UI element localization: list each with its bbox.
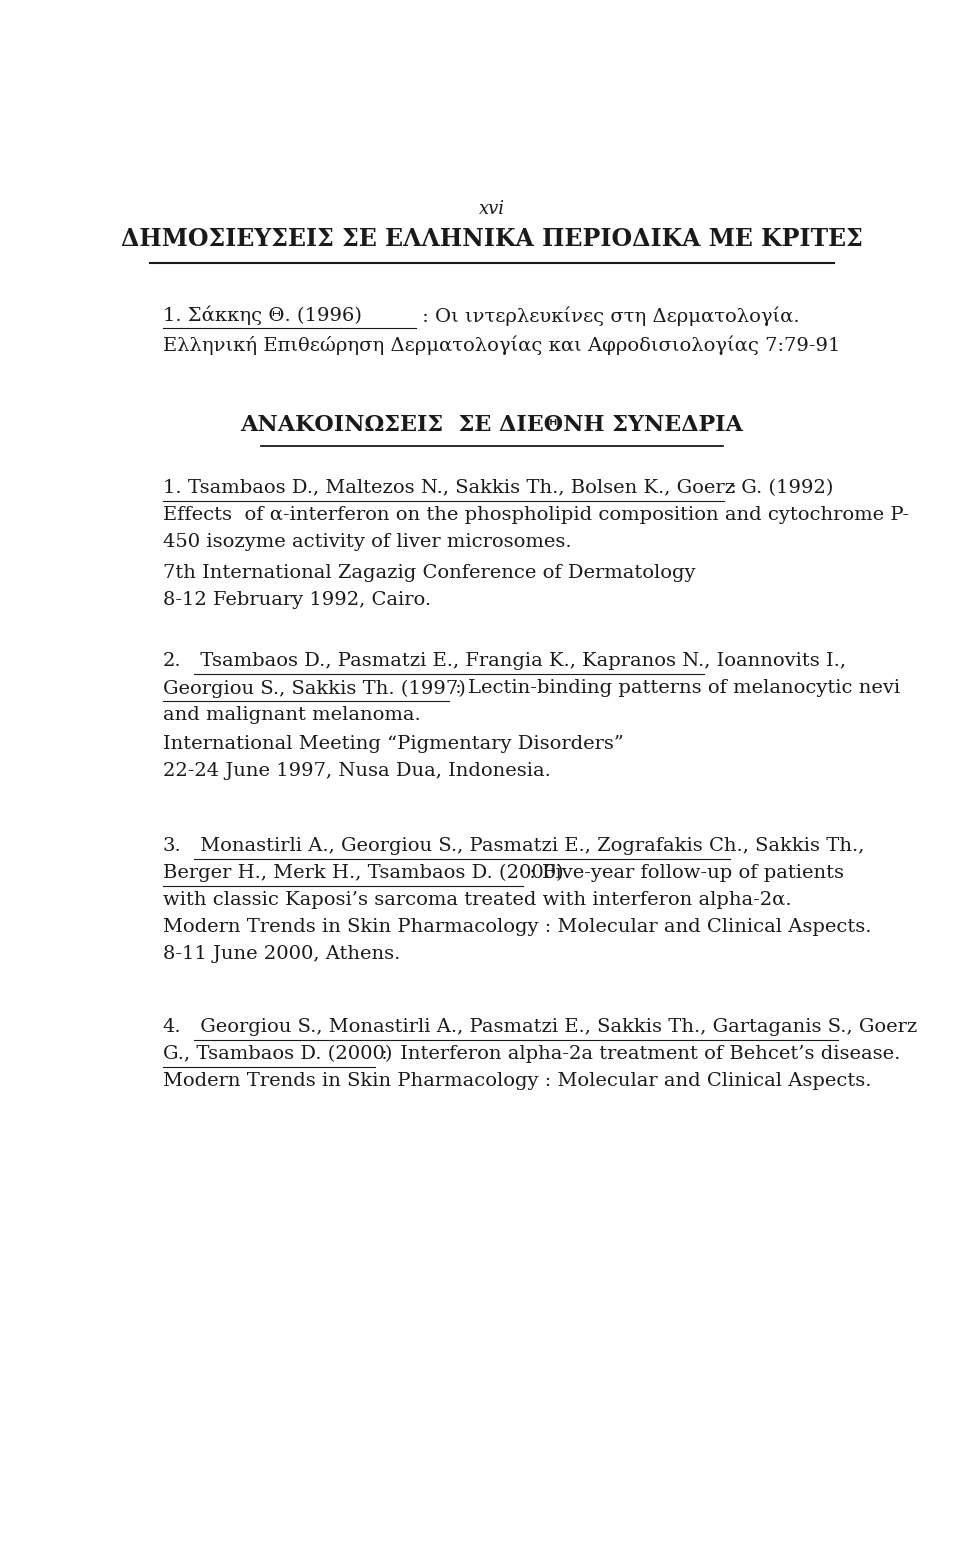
Text: 7th International Zagazig Conference of Dermatology: 7th International Zagazig Conference of …: [162, 564, 695, 582]
Text: 1. Tsambaos D., Maltezos N., Sakkis Th., Bolsen K., Goerz G. (1992): 1. Tsambaos D., Maltezos N., Sakkis Th.,…: [162, 479, 833, 498]
Text: with classic Kaposi’s sarcoma treated with interferon alpha-2α.: with classic Kaposi’s sarcoma treated wi…: [162, 891, 791, 910]
Text: Georgiou S., Monastirli A., Pasmatzi E., Sakkis Th., Gartaganis S., Goerz: Georgiou S., Monastirli A., Pasmatzi E.,…: [194, 1019, 917, 1036]
Text: ΑΝΑΚΟΙΝΩΣΕΙΣ  ΣΕ ΔΙΕΘΝΗ ΣΥΝΕΔΡΙΑ: ΑΝΑΚΟΙΝΩΣΕΙΣ ΣΕ ΔΙΕΘΝΗ ΣΥΝΕΔΡΙΑ: [241, 414, 743, 435]
Text: 450 isozyme activity of liver microsomes.: 450 isozyme activity of liver microsomes…: [162, 533, 571, 550]
Text: 2.: 2.: [162, 653, 181, 670]
Text: : Οι ιντερλευκίνες στη Δερματολογία.: : Οι ιντερλευκίνες στη Δερματολογία.: [416, 306, 800, 325]
Text: 8-12 February 1992, Cairo.: 8-12 February 1992, Cairo.: [162, 591, 431, 610]
Text: 8-11 June 2000, Athens.: 8-11 June 2000, Athens.: [162, 945, 400, 963]
Text: and malignant melanoma.: and malignant melanoma.: [162, 706, 420, 725]
Text: : Lectin-binding patterns of melanocytic nevi: : Lectin-binding patterns of melanocytic…: [449, 680, 900, 697]
Text: 22-24 June 1997, Nusa Dua, Indonesia.: 22-24 June 1997, Nusa Dua, Indonesia.: [162, 762, 550, 779]
Text: Berger H., Merk H., Tsambaos D. (2000): Berger H., Merk H., Tsambaos D. (2000): [162, 865, 564, 882]
Text: Monastirli A., Georgiou S., Pasmatzi E., Zografakis Ch., Sakkis Th.,: Monastirli A., Georgiou S., Pasmatzi E.,…: [194, 837, 864, 855]
Text: G., Tsambaos D. (2000): G., Tsambaos D. (2000): [162, 1045, 392, 1064]
Text: Effects  of α-interferon on the phospholipid composition and cytochrome P-: Effects of α-interferon on the phospholi…: [162, 505, 909, 524]
Text: 4.: 4.: [162, 1019, 181, 1036]
Text: Modern Trends in Skin Pharmacology : Molecular and Clinical Aspects.: Modern Trends in Skin Pharmacology : Mol…: [162, 917, 871, 936]
Text: xvi: xvi: [479, 201, 505, 218]
Text: Tsambaos D., Pasmatzi E., Frangia K., Kapranos N., Ioannovits I.,: Tsambaos D., Pasmatzi E., Frangia K., Ka…: [194, 653, 846, 670]
Text: International Meeting “Pigmentary Disorders”: International Meeting “Pigmentary Disord…: [162, 736, 623, 753]
Text: Georgiou S., Sakkis Th. (1997): Georgiou S., Sakkis Th. (1997): [162, 680, 466, 698]
Text: Modern Trends in Skin Pharmacology : Molecular and Clinical Aspects.: Modern Trends in Skin Pharmacology : Mol…: [162, 1071, 871, 1090]
Text: :: :: [725, 479, 737, 498]
Text: 3.: 3.: [162, 837, 181, 855]
Text: Ελληνική Επιθεώρηση Δερματολογίας και Αφροδισιολογίας 7:79-91: Ελληνική Επιθεώρηση Δερματολογίας και Αφ…: [162, 336, 840, 355]
Text: :  Interferon alpha-2a treatment of Behcet’s disease.: : Interferon alpha-2a treatment of Behce…: [374, 1045, 900, 1064]
Text: ΔΗΜΟΣΙΕΥΣΕΙΣ ΣΕ ΕΛΛΗΝΙΚΑ ΠΕΡΙΟΔΙΚΑ ΜΕ ΚΡΙΤΕΣ: ΔΗΜΟΣΙΕΥΣΕΙΣ ΣΕ ΕΛΛΗΝΙΚΑ ΠΕΡΙΟΔΙΚΑ ΜΕ ΚΡ…: [121, 227, 863, 250]
Text: : Five-year follow-up of patients: : Five-year follow-up of patients: [523, 865, 845, 882]
Text: 1. Σάκκης Θ. (1996): 1. Σάκκης Θ. (1996): [162, 306, 362, 325]
